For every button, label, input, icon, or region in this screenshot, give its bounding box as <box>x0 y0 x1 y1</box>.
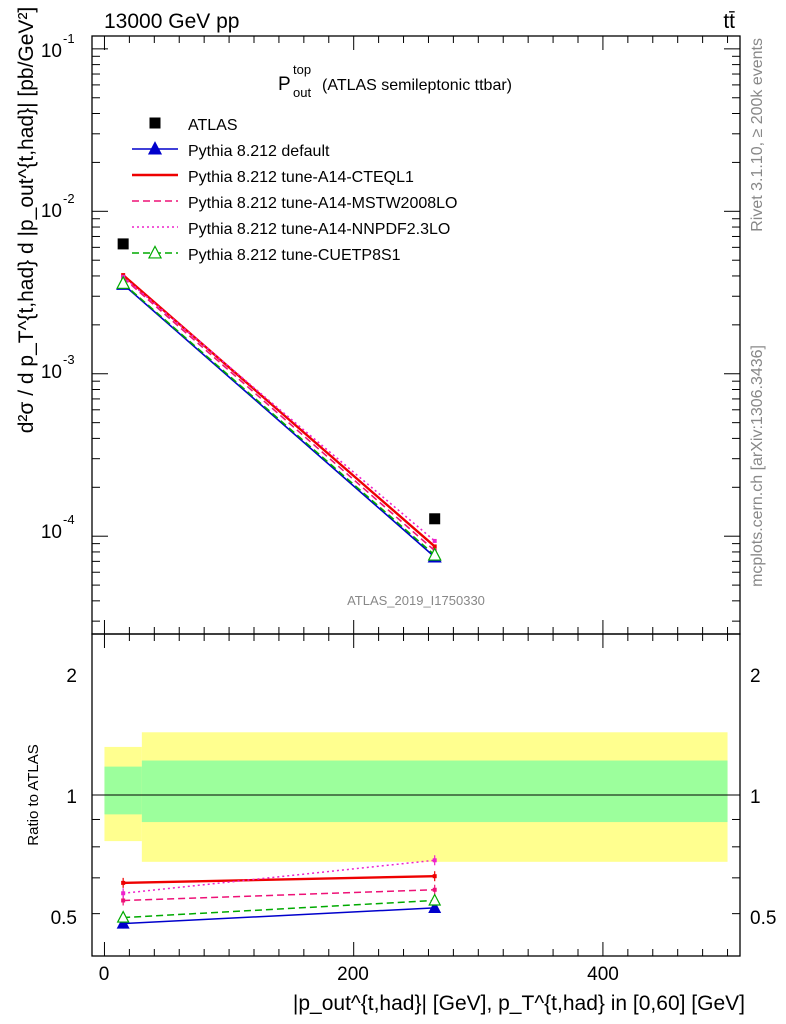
ratio-marker-1 <box>121 880 126 885</box>
ratio-ytick-2: 2 <box>66 666 77 687</box>
main-series <box>116 238 442 563</box>
ratio-series <box>116 855 442 929</box>
series-line-1 <box>122 283 436 558</box>
ratio-marker-3 <box>121 891 126 896</box>
ratio-bands <box>104 732 728 862</box>
ratio-marker-1 <box>432 874 437 879</box>
mcplots-label: mcplots.cern.ch [arXiv:1306.3436] <box>749 345 766 587</box>
ratio-line-1 <box>123 874 435 885</box>
main-ticks <box>92 36 740 634</box>
ratio-band-1-bin-1 <box>141 760 728 823</box>
ratio-ytick-right-0.5: 0.5 <box>750 908 776 929</box>
series-line-5 <box>122 282 436 556</box>
y-tick-label-1e-2: 10 <box>41 201 62 222</box>
series-line-3 <box>122 277 436 552</box>
energy-label: 13000 GeV pp <box>104 10 239 33</box>
title-sub: out <box>293 85 311 100</box>
y-tick-exp-1e-3: -3 <box>63 352 75 367</box>
legend-label-0: ATLAS <box>188 117 238 134</box>
ratio-line-3 <box>123 859 435 895</box>
ratio-line-0 <box>123 907 435 925</box>
ratio-marker-0 <box>428 900 442 914</box>
ratio-marker-3 <box>432 858 437 863</box>
legend-label-2: Pythia 8.212 tune-A14-CTEQL1 <box>188 169 414 186</box>
ratio-ytick-1: 1 <box>66 787 77 808</box>
ratio-marker-0 <box>116 916 130 929</box>
legend-label-3: Pythia 8.212 tune-A14-MSTW2008LO <box>188 195 457 212</box>
ratio-line-4 <box>123 899 435 919</box>
title-sup: top <box>293 62 311 77</box>
ratio-ytick-0.5: 0.5 <box>51 908 77 929</box>
legend-label-1: Pythia 8.212 default <box>188 143 330 160</box>
y-axis-title-main: d²σ / d p_T^{t,had} d |p_out^{t,had}| [p… <box>15 7 38 434</box>
main-panel: P top out (ATLAS semileptonic ttbar) ATL… <box>15 7 741 635</box>
ratio-marker-4 <box>428 893 442 906</box>
atlas-data-point <box>429 513 441 525</box>
x-tick-label-200: 200 <box>337 964 369 985</box>
ratio-ticks <box>92 633 740 957</box>
legend-marker-1 <box>147 141 163 155</box>
process-label: tt̄ <box>723 10 735 33</box>
legend-label-5: Pythia 8.212 tune-CUETP8S1 <box>188 247 401 264</box>
y-tick-exp-1e-4: -4 <box>63 512 75 527</box>
title-base: P <box>278 74 291 95</box>
series-marker-4 <box>432 538 437 543</box>
x-tick-label-0: 0 <box>99 964 110 985</box>
series-marker-5 <box>116 275 131 289</box>
title-rest: (ATLAS semileptonic ttbar) <box>322 77 512 94</box>
ratio-panel: 2 1 0.5 2 1 0.5 Ratio to ATLAS 0 200 400… <box>25 633 776 1015</box>
ratio-y-axis-title: Ratio to ATLAS <box>25 744 42 845</box>
ratio-line-2 <box>123 889 435 902</box>
rivet-version-label: Rivet 3.1.10, ≥ 200k events <box>749 38 766 232</box>
ratio-ytick-right-2: 2 <box>750 666 761 687</box>
ratio-marker-4 <box>116 910 130 923</box>
y-tick-label-1e-4: 10 <box>41 522 62 543</box>
ratio-marker-2 <box>432 887 437 892</box>
y-tick-label-1e-1: 10 <box>41 41 62 62</box>
y-tick-exp-1e-1: -1 <box>63 31 75 46</box>
series-marker-2 <box>432 544 437 549</box>
x-tick-label-400: 400 <box>587 964 619 985</box>
legend: ATLAS Pythia 8.212 default Pythia 8.212 tu… <box>132 117 457 264</box>
legend-marker-5 <box>147 245 163 259</box>
ratio-marker-2 <box>121 898 126 903</box>
x-axis-title: |p_out^{t,had}| [GeV], p_T^{t,had} in [0… <box>293 992 745 1015</box>
analysis-label: ATLAS_2019_I1750330 <box>347 593 485 608</box>
y-tick-labels-main: 10 -1 10 -2 10 -3 10 -4 <box>41 31 75 543</box>
ratio-band-1-bin-0 <box>104 766 142 815</box>
legend-label-4: Pythia 8.212 tune-A14-NNPDF2.3LO <box>188 221 450 238</box>
legend-marker-atlas <box>149 117 161 129</box>
y-tick-label-1e-3: 10 <box>41 362 62 383</box>
ratio-ytick-right-1: 1 <box>750 787 761 808</box>
series-line-4 <box>122 276 436 542</box>
series-marker-5 <box>427 547 442 561</box>
atlas-data-point <box>117 238 129 250</box>
y-tick-exp-1e-2: -2 <box>63 191 75 206</box>
series-line-2 <box>122 274 436 548</box>
